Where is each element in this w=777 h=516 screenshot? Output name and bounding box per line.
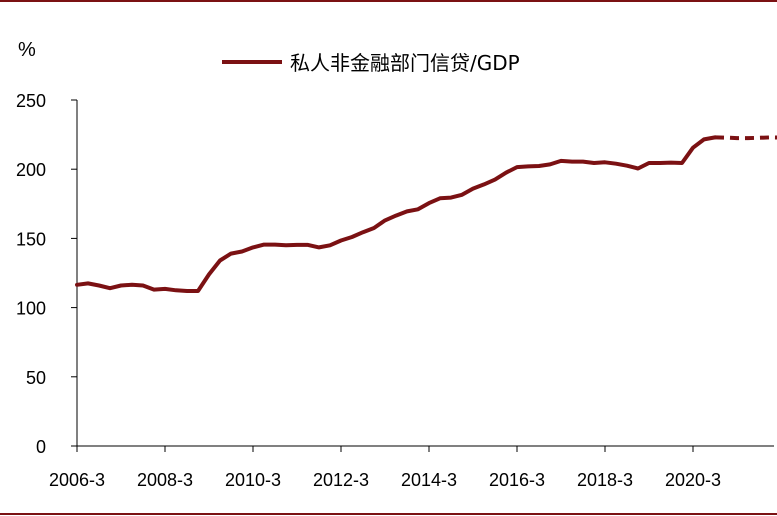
y-tick-label: 150 [16, 229, 46, 249]
legend: 私人非金融部门信贷/GDP [222, 51, 520, 75]
y-tick-label: 200 [16, 160, 46, 180]
forecast-series-line [714, 135, 777, 141]
x-tick-label: 2018-3 [577, 470, 633, 490]
x-tick-label: 2006-3 [49, 470, 105, 490]
y-tick-label: 0 [36, 437, 46, 457]
x-tick-label: 2008-3 [137, 470, 193, 490]
y-tick-label: 100 [16, 299, 46, 319]
x-tick-label: 2016-3 [489, 470, 545, 490]
series-layer [75, 135, 777, 293]
legend-label: 私人非金融部门信贷/GDP [290, 51, 520, 75]
x-tick-label: 2020-3 [665, 470, 721, 490]
y-tick-label: 50 [26, 368, 46, 388]
x-tick-label: 2010-3 [225, 470, 281, 490]
y-axis: 0 50 100 150 200 250 [16, 91, 78, 457]
x-tick-label: 2012-3 [313, 470, 369, 490]
x-tick-label: 2014-3 [401, 470, 457, 490]
y-tick-label: 250 [16, 91, 46, 111]
credit-to-gdp-series-line [75, 135, 717, 293]
y-axis-unit-label: % [18, 39, 36, 61]
x-axis: 2006-3 2008-3 2010-3 2012-3 2014-3 2016-3 2018… [49, 445, 774, 490]
